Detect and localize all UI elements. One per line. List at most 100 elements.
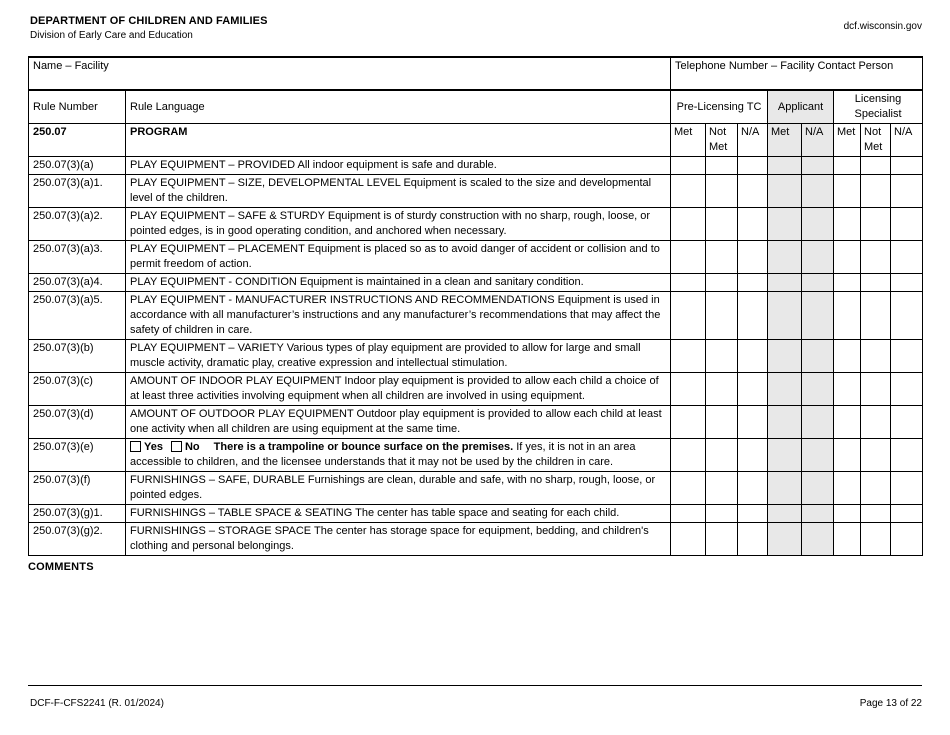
applicant-n-a-cell[interactable] xyxy=(801,174,835,208)
pre-licensing-tc-n-a-cell[interactable] xyxy=(737,504,769,523)
applicant-met-cell[interactable] xyxy=(767,291,803,340)
pre-licensing-tc-n-a-cell[interactable] xyxy=(737,291,769,340)
pre-licensing-tc-n-a-cell[interactable] xyxy=(737,240,769,274)
pre-licensing-tc-not-met-cell[interactable] xyxy=(705,504,739,523)
applicant-met-cell[interactable] xyxy=(767,504,803,523)
licensing-specialist-n-a-cell[interactable] xyxy=(890,273,924,292)
pre-licensing-tc-met-cell[interactable] xyxy=(670,273,707,292)
pre-licensing-tc-n-a-cell[interactable] xyxy=(737,207,769,241)
licensing-specialist-not-met-cell[interactable] xyxy=(860,174,892,208)
no-checkbox[interactable] xyxy=(170,441,182,452)
pre-licensing-tc-n-a-cell[interactable] xyxy=(737,372,769,406)
pre-licensing-tc-not-met-cell[interactable] xyxy=(705,522,739,556)
applicant-met-cell[interactable] xyxy=(767,273,803,292)
applicant-met-cell[interactable] xyxy=(767,438,803,472)
licensing-specialist-n-a-cell[interactable] xyxy=(890,339,924,373)
applicant-n-a-cell[interactable] xyxy=(801,522,835,556)
licensing-specialist-n-a-cell[interactable] xyxy=(890,291,924,340)
licensing-specialist-met-cell[interactable] xyxy=(833,291,862,340)
pre-licensing-tc-not-met-cell[interactable] xyxy=(705,405,739,439)
licensing-specialist-not-met-cell[interactable] xyxy=(860,372,892,406)
licensing-specialist-met-cell[interactable] xyxy=(833,471,862,505)
licensing-specialist-met-cell[interactable] xyxy=(833,156,862,175)
pre-licensing-tc-not-met-cell[interactable] xyxy=(705,471,739,505)
applicant-n-a-cell[interactable] xyxy=(801,339,835,373)
pre-licensing-tc-met-cell[interactable] xyxy=(670,207,707,241)
pre-licensing-tc-not-met-cell[interactable] xyxy=(705,174,739,208)
applicant-met-cell[interactable] xyxy=(767,339,803,373)
applicant-n-a-cell[interactable] xyxy=(801,471,835,505)
licensing-specialist-n-a-cell[interactable] xyxy=(890,438,924,472)
licensing-specialist-not-met-cell[interactable] xyxy=(860,438,892,472)
licensing-specialist-not-met-cell[interactable] xyxy=(860,471,892,505)
applicant-met-cell[interactable] xyxy=(767,240,803,274)
licensing-specialist-met-cell[interactable] xyxy=(833,504,862,523)
pre-licensing-tc-n-a-cell[interactable] xyxy=(737,273,769,292)
licensing-specialist-met-cell[interactable] xyxy=(833,174,862,208)
applicant-met-cell[interactable] xyxy=(767,174,803,208)
licensing-specialist-n-a-cell[interactable] xyxy=(890,522,924,556)
licensing-specialist-n-a-cell[interactable] xyxy=(890,207,924,241)
licensing-specialist-met-cell[interactable] xyxy=(833,438,862,472)
licensing-specialist-not-met-cell[interactable] xyxy=(860,240,892,274)
applicant-n-a-cell[interactable] xyxy=(801,405,835,439)
pre-licensing-tc-not-met-cell[interactable] xyxy=(705,339,739,373)
pre-licensing-tc-not-met-cell[interactable] xyxy=(705,291,739,340)
pre-licensing-tc-met-cell[interactable] xyxy=(670,339,707,373)
pre-licensing-tc-met-cell[interactable] xyxy=(670,174,707,208)
licensing-specialist-not-met-cell[interactable] xyxy=(860,522,892,556)
licensing-specialist-n-a-cell[interactable] xyxy=(890,405,924,439)
pre-licensing-tc-not-met-cell[interactable] xyxy=(705,207,739,241)
applicant-n-a-cell[interactable] xyxy=(801,291,835,340)
pre-licensing-tc-not-met-cell[interactable] xyxy=(705,240,739,274)
pre-licensing-tc-n-a-cell[interactable] xyxy=(737,438,769,472)
pre-licensing-tc-met-cell[interactable] xyxy=(670,240,707,274)
licensing-specialist-not-met-cell[interactable] xyxy=(860,207,892,241)
yes-checkbox[interactable] xyxy=(130,441,141,452)
licensing-specialist-met-cell[interactable] xyxy=(833,207,862,241)
pre-licensing-tc-n-a-cell[interactable] xyxy=(737,471,769,505)
pre-licensing-tc-met-cell[interactable] xyxy=(670,504,707,523)
licensing-specialist-met-cell[interactable] xyxy=(833,405,862,439)
licensing-specialist-n-a-cell[interactable] xyxy=(890,504,924,523)
licensing-specialist-met-cell[interactable] xyxy=(833,339,862,373)
pre-licensing-tc-met-cell[interactable] xyxy=(670,438,707,472)
applicant-met-cell[interactable] xyxy=(767,156,803,175)
applicant-met-cell[interactable] xyxy=(767,522,803,556)
pre-licensing-tc-met-cell[interactable] xyxy=(670,156,707,175)
licensing-specialist-not-met-cell[interactable] xyxy=(860,339,892,373)
pre-licensing-tc-n-a-cell[interactable] xyxy=(737,405,769,439)
applicant-n-a-cell[interactable] xyxy=(801,273,835,292)
applicant-met-cell[interactable] xyxy=(767,405,803,439)
applicant-met-cell[interactable] xyxy=(767,372,803,406)
pre-licensing-tc-not-met-cell[interactable] xyxy=(705,372,739,406)
licensing-specialist-not-met-cell[interactable] xyxy=(860,156,892,175)
licensing-specialist-n-a-cell[interactable] xyxy=(890,156,924,175)
pre-licensing-tc-met-cell[interactable] xyxy=(670,522,707,556)
pre-licensing-tc-not-met-cell[interactable] xyxy=(705,156,739,175)
licensing-specialist-met-cell[interactable] xyxy=(833,240,862,274)
applicant-met-cell[interactable] xyxy=(767,471,803,505)
pre-licensing-tc-not-met-cell[interactable] xyxy=(705,273,739,292)
pre-licensing-tc-met-cell[interactable] xyxy=(670,405,707,439)
licensing-specialist-met-cell[interactable] xyxy=(833,273,862,292)
applicant-n-a-cell[interactable] xyxy=(801,240,835,274)
licensing-specialist-n-a-cell[interactable] xyxy=(890,240,924,274)
pre-licensing-tc-not-met-cell[interactable] xyxy=(705,438,739,472)
licensing-specialist-not-met-cell[interactable] xyxy=(860,504,892,523)
pre-licensing-tc-n-a-cell[interactable] xyxy=(737,339,769,373)
applicant-n-a-cell[interactable] xyxy=(801,372,835,406)
facility-phone-field[interactable]: Telephone Number – Facility Contact Pers… xyxy=(670,56,924,91)
pre-licensing-tc-met-cell[interactable] xyxy=(670,291,707,340)
pre-licensing-tc-met-cell[interactable] xyxy=(670,471,707,505)
licensing-specialist-not-met-cell[interactable] xyxy=(860,405,892,439)
licensing-specialist-met-cell[interactable] xyxy=(833,372,862,406)
pre-licensing-tc-n-a-cell[interactable] xyxy=(737,174,769,208)
applicant-n-a-cell[interactable] xyxy=(801,504,835,523)
licensing-specialist-not-met-cell[interactable] xyxy=(860,291,892,340)
licensing-specialist-not-met-cell[interactable] xyxy=(860,273,892,292)
licensing-specialist-n-a-cell[interactable] xyxy=(890,174,924,208)
licensing-specialist-n-a-cell[interactable] xyxy=(890,372,924,406)
applicant-n-a-cell[interactable] xyxy=(801,156,835,175)
applicant-n-a-cell[interactable] xyxy=(801,438,835,472)
